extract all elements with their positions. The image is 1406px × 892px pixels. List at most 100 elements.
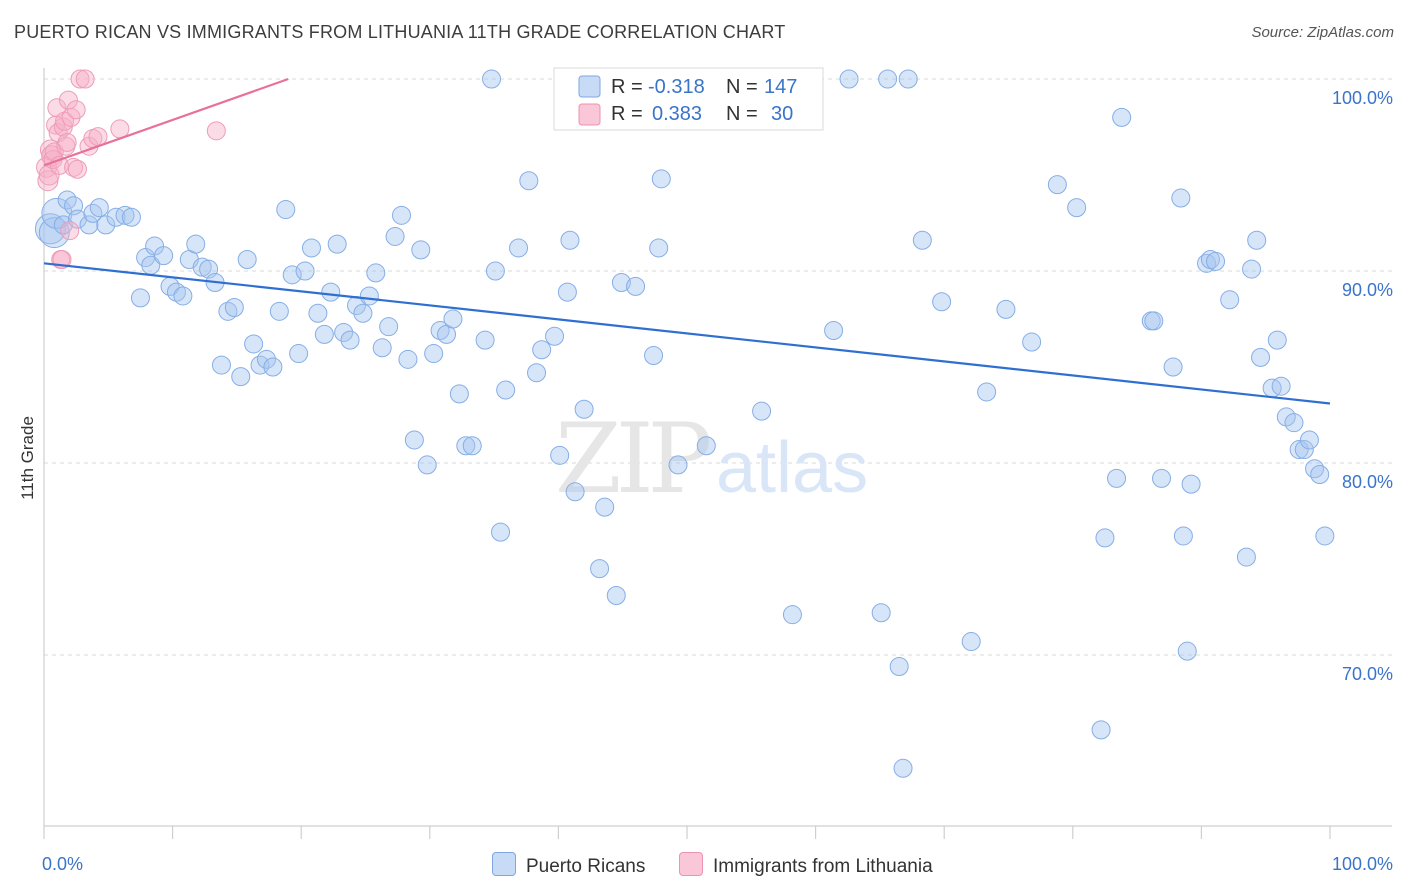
point-puerto-ricans-10 bbox=[96, 215, 116, 235]
point-puerto-ricans-139 bbox=[1315, 526, 1335, 546]
point-puerto-ricans-123 bbox=[1206, 251, 1226, 271]
point-puerto-ricans-58 bbox=[411, 240, 431, 260]
watermark: ZIP atlas bbox=[555, 403, 868, 515]
point-puerto-ricans-12 bbox=[115, 205, 135, 225]
point-puerto-ricans-97 bbox=[878, 69, 898, 89]
point-puerto-ricans-84 bbox=[606, 585, 626, 605]
point-puerto-ricans-117 bbox=[1171, 188, 1191, 208]
trend-line-puerto-ricans bbox=[43, 262, 1331, 405]
point-puerto-ricans-107 bbox=[1047, 175, 1067, 195]
point-puerto-ricans-88 bbox=[649, 238, 669, 258]
point-puerto-ricans-69 bbox=[485, 261, 505, 281]
x-ticks bbox=[43, 826, 1331, 839]
point-puerto-ricans-128 bbox=[1251, 347, 1271, 367]
point-puerto-ricans-110 bbox=[1095, 528, 1115, 548]
point-puerto-ricans-115 bbox=[1152, 468, 1172, 488]
series-puerto-ricans bbox=[34, 69, 1335, 778]
point-puerto-ricans-85 bbox=[611, 273, 631, 293]
y-tick-label-90: 90.0% bbox=[1342, 280, 1393, 300]
point-puerto-ricans-76 bbox=[545, 326, 565, 346]
correlation-legend: R = -0.318 N = 147 R = 0.383 N = 30 bbox=[553, 67, 824, 131]
point-puerto-ricans-133 bbox=[1284, 413, 1304, 433]
point-puerto-ricans-56 bbox=[398, 349, 418, 369]
point-puerto-ricans-126 bbox=[1242, 259, 1262, 279]
point-puerto-ricans-125 bbox=[1236, 547, 1256, 567]
point-puerto-ricans-94 bbox=[824, 321, 844, 341]
point-puerto-ricans-92 bbox=[752, 401, 772, 421]
point-puerto-ricans-105 bbox=[996, 299, 1016, 319]
legend-r-value-1: -0.318 bbox=[648, 76, 705, 98]
point-puerto-ricans-64 bbox=[449, 384, 469, 404]
point-puerto-ricans-100 bbox=[898, 69, 918, 89]
point-puerto-ricans-95 bbox=[839, 69, 859, 89]
point-puerto-ricans-14 bbox=[130, 288, 150, 308]
point-puerto-ricans-116 bbox=[1163, 357, 1183, 377]
point-puerto-ricans-50 bbox=[359, 286, 379, 306]
point-puerto-ricans-138 bbox=[1310, 465, 1330, 485]
legend-item-immigrants-from-lithuania[interactable]: Immigrants from Lithuania bbox=[679, 852, 933, 878]
point-lithuania-22 bbox=[67, 159, 87, 179]
point-puerto-ricans-130 bbox=[1267, 330, 1287, 350]
point-puerto-ricans-87 bbox=[644, 345, 664, 365]
point-puerto-ricans-73 bbox=[519, 171, 539, 191]
point-puerto-ricans-86 bbox=[626, 276, 646, 296]
point-puerto-ricans-45 bbox=[327, 234, 347, 254]
point-puerto-ricans-40 bbox=[295, 261, 315, 281]
point-puerto-ricans-90 bbox=[668, 455, 688, 475]
point-puerto-ricans-96 bbox=[871, 603, 891, 623]
point-puerto-ricans-108 bbox=[1067, 198, 1087, 218]
point-lithuania-21 bbox=[66, 100, 86, 120]
point-puerto-ricans-60 bbox=[424, 344, 444, 364]
trend-line-lithuania bbox=[43, 77, 289, 167]
point-puerto-ricans-111 bbox=[1107, 468, 1127, 488]
point-puerto-ricans-114 bbox=[1144, 311, 1164, 331]
point-puerto-ricans-65 bbox=[456, 436, 476, 456]
point-puerto-ricans-46 bbox=[334, 322, 354, 342]
point-puerto-ricans-136 bbox=[1299, 430, 1319, 450]
point-puerto-ricans-99 bbox=[893, 758, 913, 778]
y-tick-label-100: 100.0% bbox=[1332, 88, 1393, 108]
point-puerto-ricans-51 bbox=[366, 263, 386, 283]
legend-item-puerto-ricans[interactable]: Puerto Ricans bbox=[492, 852, 645, 878]
point-puerto-ricans-137 bbox=[1305, 459, 1325, 479]
point-puerto-ricans-0 bbox=[34, 213, 66, 245]
legend-row-1: R = -0.318 N = 147 bbox=[611, 76, 797, 98]
x-tick-label-min: 0.0% bbox=[42, 854, 83, 874]
point-puerto-ricans-59 bbox=[417, 455, 437, 475]
point-puerto-ricans-103 bbox=[961, 632, 981, 652]
point-puerto-ricans-70 bbox=[491, 522, 511, 542]
point-puerto-ricans-89 bbox=[651, 169, 671, 189]
point-puerto-ricans-112 bbox=[1112, 107, 1132, 127]
point-puerto-ricans-80 bbox=[565, 482, 585, 502]
point-puerto-ricans-13 bbox=[121, 207, 141, 227]
legend-n-label-2: N = bbox=[726, 103, 763, 125]
point-puerto-ricans-9 bbox=[89, 198, 109, 218]
y-axis-label: 11th Grade bbox=[18, 416, 37, 500]
axes bbox=[43, 68, 1392, 827]
point-lithuania-13 bbox=[53, 117, 73, 137]
point-puerto-ricans-104 bbox=[977, 382, 997, 402]
legend-r-label-2: R = bbox=[611, 103, 648, 125]
point-puerto-ricans-91 bbox=[696, 436, 716, 456]
point-puerto-ricans-18 bbox=[154, 246, 174, 266]
point-puerto-ricans-132 bbox=[1276, 407, 1296, 427]
point-puerto-ricans-93 bbox=[782, 605, 802, 625]
point-puerto-ricans-29 bbox=[224, 297, 244, 317]
point-puerto-ricans-31 bbox=[237, 249, 257, 269]
legend-r-value-2: 0.383 bbox=[652, 103, 702, 125]
point-puerto-ricans-53 bbox=[379, 317, 399, 337]
point-puerto-ricans-44 bbox=[321, 282, 341, 302]
point-puerto-ricans-98 bbox=[889, 657, 909, 677]
x-tick-labels: 0.0% 100.0% bbox=[42, 854, 1393, 874]
legend-n-value-2: 30 bbox=[771, 103, 793, 125]
point-puerto-ricans-118 bbox=[1173, 526, 1193, 546]
legend-swatch-blue bbox=[578, 75, 601, 98]
point-puerto-ricans-21 bbox=[173, 286, 193, 306]
y-tick-label-70: 70.0% bbox=[1342, 664, 1393, 684]
point-puerto-ricans-127 bbox=[1247, 230, 1267, 250]
series-immigrants-from-lithuania bbox=[36, 69, 226, 269]
point-lithuania-24 bbox=[75, 69, 95, 89]
legend-swatch-immigrants-from-lithuania bbox=[679, 852, 703, 876]
point-puerto-ricans-41 bbox=[301, 238, 321, 258]
